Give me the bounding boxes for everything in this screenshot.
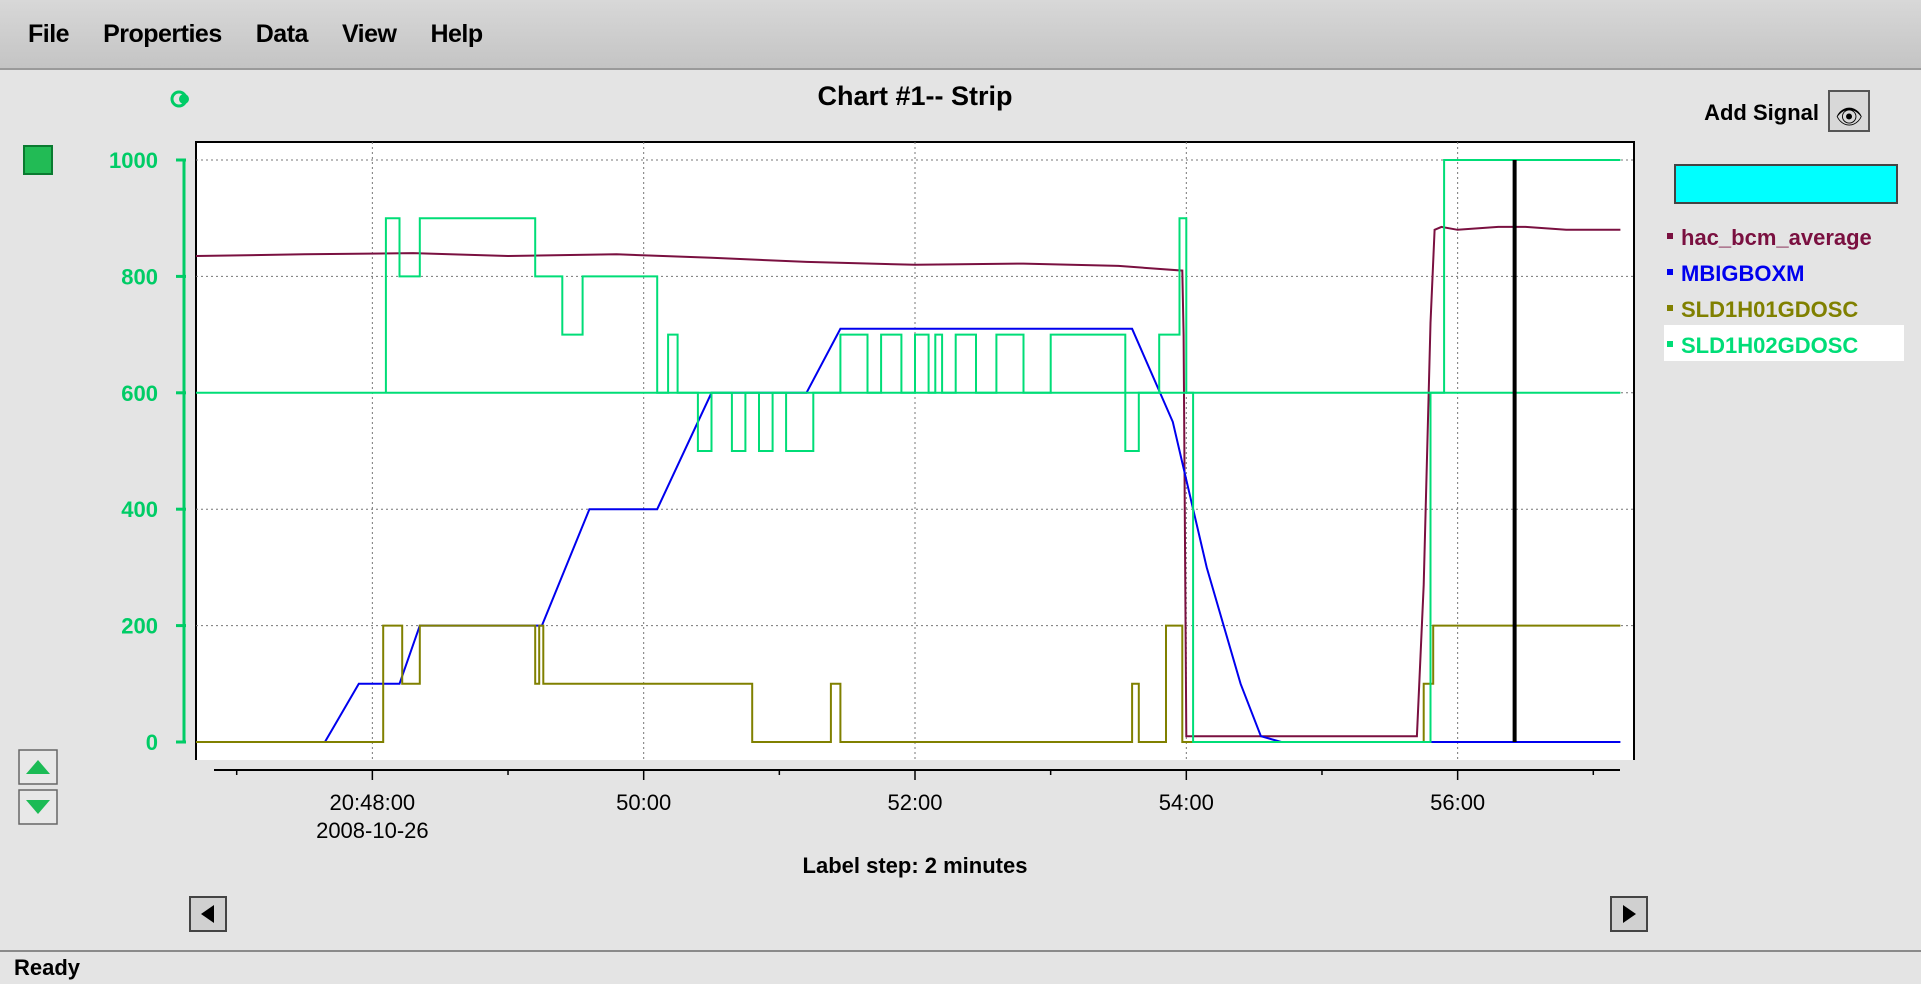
- legend-swatch: [1667, 341, 1673, 347]
- menu-help[interactable]: Help: [430, 19, 483, 48]
- chart-title: Chart #1-- Strip: [817, 81, 1012, 111]
- legend-label: hac_bcm_average: [1681, 225, 1872, 250]
- scroll-down-button[interactable]: [18, 789, 58, 825]
- x-tick-label: 50:00: [616, 790, 671, 815]
- legend-swatch: [1667, 269, 1673, 275]
- menu-view[interactable]: View: [341, 19, 397, 48]
- legend-label: SLD1H01GDOSC: [1681, 297, 1858, 322]
- arrow-left-icon: [201, 905, 214, 923]
- legend-entry[interactable]: SLD1H02GDOSC: [1664, 325, 1904, 361]
- status-bar: Ready: [0, 950, 1921, 984]
- legend-swatch: [1667, 305, 1673, 311]
- y-tick-label: 600: [121, 381, 158, 406]
- scroll-left-button[interactable]: [189, 896, 227, 932]
- legend-highlight: [1664, 325, 1904, 361]
- add-signal-button-frame[interactable]: [1828, 90, 1870, 132]
- y-tick-label: 400: [121, 497, 158, 522]
- label-step: Label step: 2 minutes: [803, 853, 1028, 878]
- signal-name-input[interactable]: [1674, 164, 1898, 204]
- arrow-down-icon: [26, 800, 50, 814]
- add-signal-label: Add Signal: [1704, 100, 1819, 125]
- x-tick-sublabel: 2008-10-26: [316, 818, 429, 843]
- status-text: Ready: [14, 955, 81, 980]
- strip-chart: Chart #1-- Strip 0 200 400 600 800 1000 20:48:0…: [18, 81, 1904, 932]
- menu-file[interactable]: File: [28, 19, 70, 48]
- y-tick-label: 0: [146, 730, 158, 755]
- legend-entry[interactable]: MBIGBOXM: [1667, 261, 1804, 286]
- series-line-sld1h02gdosc: [384, 159, 1621, 743]
- scroll-up-button[interactable]: [18, 749, 58, 785]
- menu-properties[interactable]: Properties: [103, 19, 222, 48]
- add-signal-button[interactable]: 👁: [1828, 90, 1870, 132]
- legend-label: MBIGBOXM: [1681, 261, 1804, 286]
- x-tick-label: 54:00: [1159, 790, 1214, 815]
- arrow-up-icon: [26, 760, 50, 774]
- legend-label: SLD1H02GDOSC: [1681, 333, 1858, 358]
- status-square-icon: [23, 145, 53, 175]
- legend-entry[interactable]: hac_bcm_average: [1667, 225, 1872, 250]
- status-dot-icon: [179, 94, 189, 104]
- x-tick-label: 20:48:00: [330, 790, 416, 815]
- y-tick-label: 200: [121, 614, 158, 639]
- y-tick-label: 800: [121, 264, 158, 289]
- y-tick-label: 1000: [109, 148, 158, 173]
- x-tick-label: 56:00: [1430, 790, 1485, 815]
- menu-data[interactable]: Data: [255, 19, 309, 48]
- x-tick-label: 52:00: [887, 790, 942, 815]
- legend-entry[interactable]: SLD1H01GDOSC: [1667, 297, 1858, 322]
- arrow-right-icon: [1623, 905, 1636, 923]
- menu-bar: File Properties Data View Help: [0, 0, 1921, 70]
- series-line-sld1h01gdosc: [196, 624, 1621, 743]
- legend-swatch: [1667, 233, 1673, 239]
- series-line-hac_bcm_average: [195, 225, 1621, 738]
- binoculars-icon: 👁: [1835, 104, 1863, 129]
- scroll-right-button[interactable]: [1610, 896, 1648, 932]
